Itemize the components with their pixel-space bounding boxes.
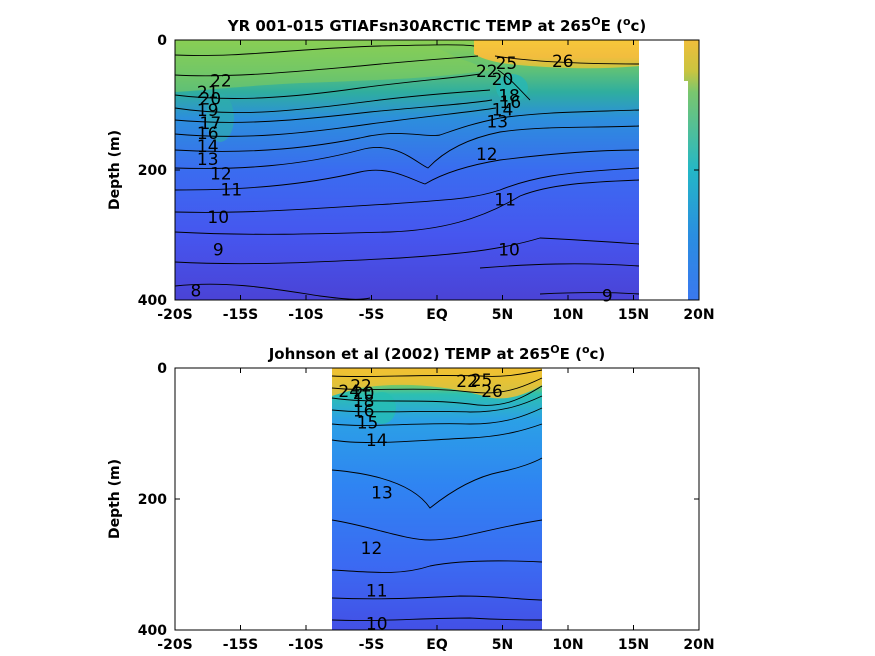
panel-bottom-title: Johnson et al (2002) TEMP at 265OE (oc) — [268, 343, 606, 363]
panel-top-x-tick-label: -10S — [288, 307, 323, 323]
panel-bottom-x-tick-label: -10S — [288, 637, 323, 653]
panel-top-thermocline-core — [496, 74, 528, 102]
panel-top-title: YR 001-015 GTIAFsn30ARCTIC TEMP at 265OE… — [227, 15, 647, 35]
panel-top-x-ticks: -20S -15S -10S -5S EQ 5N 10N 15N 20N — [157, 40, 715, 323]
panel-top-x-tick-label: 10N — [552, 307, 583, 323]
panel-bottom-x-tick-label: 15N — [618, 637, 649, 653]
panel-top-contour-label: 11 — [221, 181, 243, 201]
panel-bottom-contour-label: 18 — [353, 392, 375, 412]
panel-top-contour-label: 10 — [207, 208, 229, 228]
panel-bottom-contour-label: 25 — [471, 371, 493, 391]
panel-bottom-x-ticks: -20S -15S -10S -5S EQ 5N 10N 15N 20N — [157, 368, 715, 653]
panel-bottom-contour-label: 13 — [371, 483, 393, 503]
panel-top-contour-label: 12 — [210, 164, 232, 184]
panel-top-contour-label: 20 — [200, 90, 222, 110]
panel-top-x-tick-label: 20N — [683, 307, 714, 323]
panel-bottom-contour-label: 20 — [353, 384, 375, 404]
panel-top-x-tick-label: -20S — [157, 307, 192, 323]
panel-bottom-contour-label: 15 — [357, 413, 379, 433]
panel-top-x-tick-label: EQ — [426, 307, 448, 323]
panel-top-y-tick-label: 0 — [157, 33, 167, 49]
panel-bottom-contour-label: 26 — [481, 382, 503, 402]
panel-top-x-tick-label: -5S — [359, 307, 385, 323]
panel-top-contour-label: 26 — [552, 52, 574, 72]
panel-top-contour-label: 12 — [476, 145, 498, 165]
panel-top-contour-label: 11 — [494, 190, 516, 210]
panel-top-contour-label: 13 — [197, 150, 219, 170]
panel-top-warm-pool — [474, 40, 639, 69]
panel-top-contour-label: 25 — [496, 54, 518, 74]
panel-bottom-contour-label: 12 — [361, 539, 383, 559]
panel-bottom-contour-label: 24 — [338, 382, 360, 402]
panel-bottom-contour-label: 22 — [456, 372, 478, 392]
panel-bottom-y-tick-label: 400 — [138, 623, 167, 639]
panel-top-x-tick-label: -15S — [223, 307, 258, 323]
panel-top-contour-label: 16 — [500, 93, 522, 113]
panel-top-contour-label: 9 — [213, 240, 224, 260]
panel-bottom-contour-label: 11 — [366, 582, 388, 602]
panel-bottom-contour-label: 10 — [366, 614, 388, 634]
panel-top: YR 001-015 GTIAFsn30ARCTIC TEMP at 265OE… — [107, 15, 715, 323]
panel-bottom-y-tick-label: 0 — [157, 361, 167, 377]
panel-bottom-x-tick-label: 20N — [683, 637, 714, 653]
panel-bottom-y-ticks: 0 200 400 — [138, 361, 699, 639]
panel-bottom: Johnson et al (2002) TEMP at 265OE (oc) … — [107, 343, 715, 653]
panel-top-contour-label: 22 — [476, 62, 498, 82]
panel-top-thermocline-south — [206, 94, 234, 142]
panel-bottom-x-tick-label: -20S — [157, 637, 192, 653]
panel-top-green-south — [175, 40, 490, 92]
panel-top-contour-label: 8 — [191, 281, 202, 301]
panel-top-contour-label: 21 — [197, 83, 219, 103]
panel-top-y-label: Depth (m) — [107, 130, 123, 210]
panel-bottom-x-tick-label: 10N — [552, 637, 583, 653]
panel-top-contour-label: 14 — [492, 101, 514, 121]
panel-bottom-thermocline-core — [368, 392, 396, 424]
panel-bottom-isotherms — [331, 369, 543, 621]
panel-top-edge-notch — [684, 81, 688, 300]
panel-top-y-tick-label: 200 — [138, 163, 167, 179]
panel-top-isotherms — [174, 44, 640, 300]
panel-top-contour-label: 18 — [498, 86, 520, 106]
panel-top-contour-label: 9 — [602, 286, 613, 306]
panel-bottom-x-tick-label: -15S — [223, 637, 258, 653]
panel-bottom-contour-label: 22 — [350, 377, 372, 397]
panel-top-contour-label: 19 — [197, 101, 219, 121]
panel-top-y-ticks: 0 200 400 — [138, 33, 699, 309]
panel-bottom-contour-label: 16 — [353, 402, 375, 422]
panel-top-contour-label: 16 — [197, 124, 219, 144]
panel-bottom-y-tick-label: 200 — [138, 492, 167, 508]
panel-top-contour-label: 20 — [492, 70, 514, 90]
panel-top-contour-label: 22 — [210, 71, 232, 91]
panel-top-contour-label: 14 — [197, 137, 219, 157]
panel-bottom-x-tick-label: 5N — [492, 637, 513, 653]
panel-top-y-tick-label: 400 — [138, 293, 167, 309]
panel-bottom-x-tick-label: EQ — [426, 637, 448, 653]
panel-top-contour-label: 10 — [498, 240, 520, 260]
panel-top-contour-label: 13 — [486, 112, 508, 132]
panel-bottom-y-label: Depth (m) — [107, 459, 123, 539]
panel-top-x-tick-label: 5N — [492, 307, 513, 323]
panel-top-x-tick-label: 15N — [618, 307, 649, 323]
panel-top-contour-label: 17 — [200, 114, 222, 134]
panel-bottom-contour-label: 14 — [366, 431, 388, 451]
panel-bottom-warm-cap — [332, 368, 542, 399]
panel-bottom-x-tick-label: -5S — [359, 637, 385, 653]
